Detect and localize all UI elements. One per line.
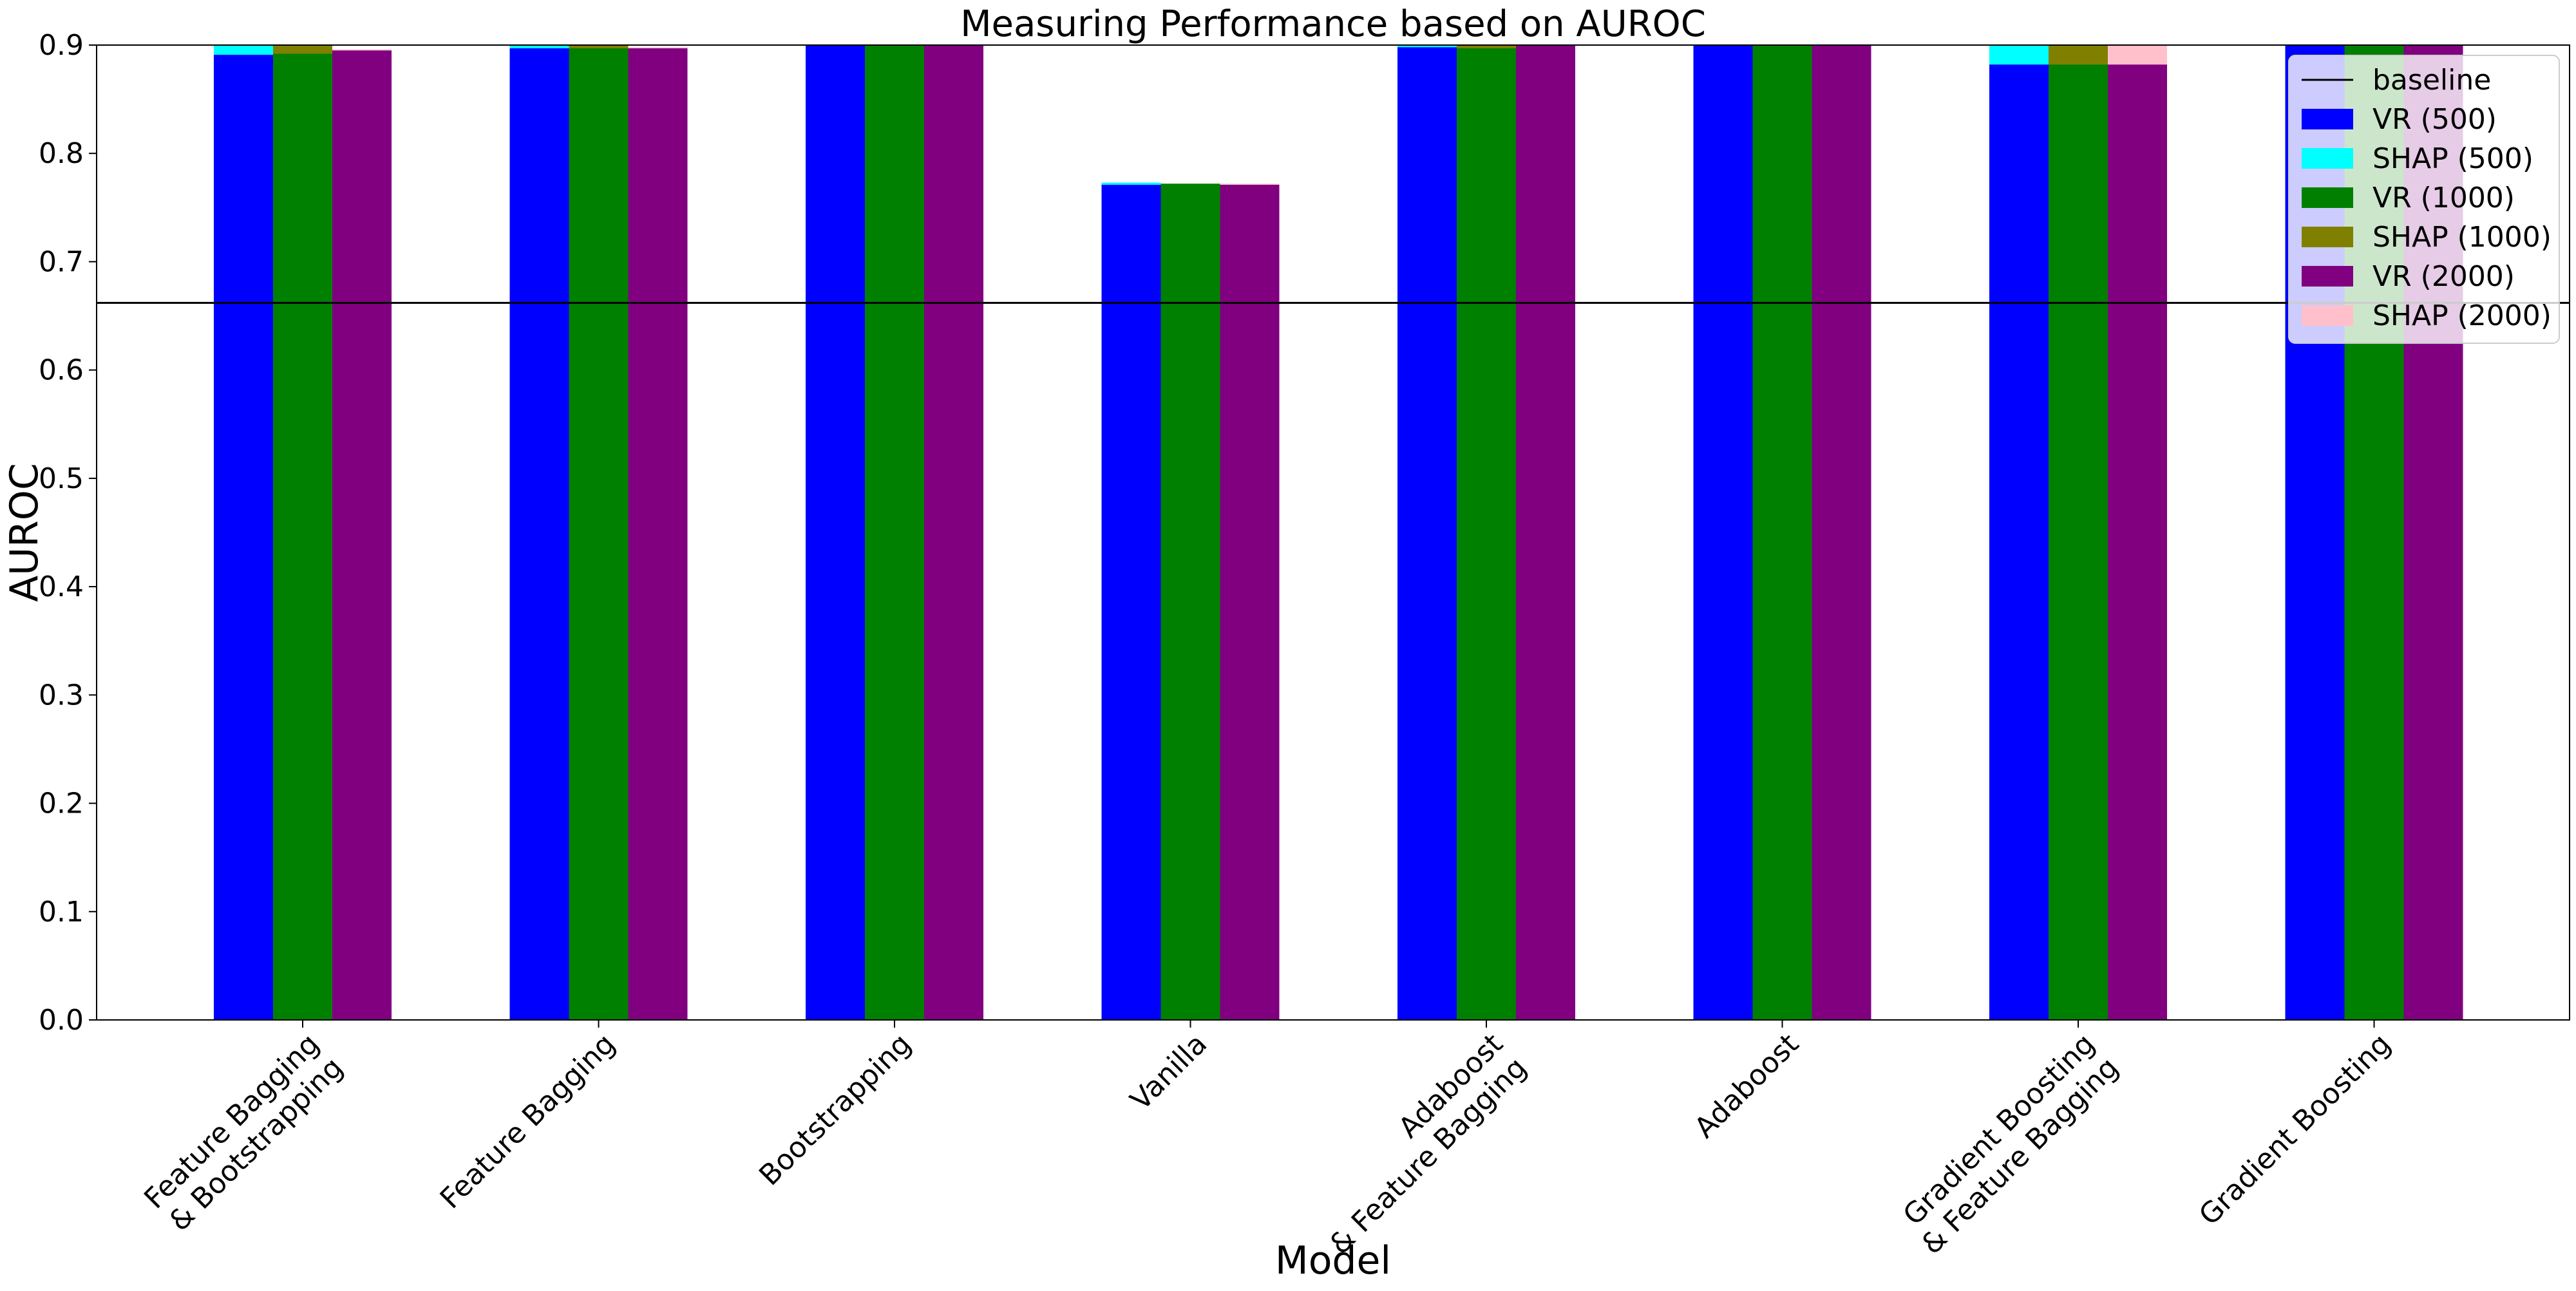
legend: baseline VR (500) SHAP (500) VR (1000) SHAP … (2288, 55, 2560, 344)
x-tick-label: Gradient Boosting& Feature Bagging (1891, 1028, 2125, 1261)
x-tick-label-line: Gradient Boosting (1897, 1028, 2101, 1232)
legend-swatch (2302, 109, 2353, 129)
bar-vr-500 (1989, 64, 2049, 1020)
y-tick-label: 0.2 (39, 787, 84, 820)
legend-swatch (2302, 148, 2353, 169)
x-tick-label-line: Adaboost (1688, 1028, 1805, 1145)
bars-layer (214, 45, 2463, 1021)
y-tick-label: 0.8 (39, 137, 84, 170)
legend-label: VR (1000) (2372, 182, 2515, 214)
bar-vr-500 (1693, 45, 1753, 1020)
x-tick-label: Gradient Boosting (2193, 1028, 2397, 1232)
x-tick-label-line: Gradient Boosting (2193, 1028, 2397, 1232)
legend-label: baseline (2372, 64, 2491, 97)
x-tick-label-line: Bootstrapping (753, 1028, 918, 1192)
bar-vr-500 (1101, 185, 1161, 1021)
x-tick-label: Feature Bagging (434, 1028, 622, 1216)
legend-swatch (2302, 187, 2353, 208)
bar-vr-2000 (1516, 45, 1575, 1020)
legend-label: VR (2000) (2372, 260, 2515, 293)
bar-vr-2000 (1812, 45, 1871, 1020)
legend-swatch (2302, 266, 2353, 287)
x-tick-label-line: & Feature Bagging (1323, 1051, 1533, 1261)
bar-vr-1000 (1457, 48, 1516, 1021)
bar-vr-1000 (865, 45, 924, 1020)
bar-vr-1000 (1752, 45, 1812, 1020)
legend-box (2288, 55, 2560, 344)
bar-vr-1000 (569, 48, 629, 1021)
x-tick-label: Vanilla (1124, 1028, 1214, 1117)
bar-vr-1000 (273, 53, 332, 1021)
y-axis-label: AUROC (2, 463, 47, 602)
bar-vr-500 (509, 48, 569, 1021)
y-axis: 0.0 0.1 0.2 0.3 0.4 0.5 0.6 0.7 0.8 0.9 (39, 29, 97, 1037)
legend-swatch (2302, 227, 2353, 247)
y-tick-label: 0.7 (39, 245, 84, 278)
bar-vr-1000 (2049, 64, 2108, 1020)
y-tick-label: 0.4 (39, 570, 84, 603)
x-tick-label-line: & Feature Bagging (1915, 1051, 2125, 1261)
bar-vr-2000 (628, 48, 688, 1021)
bar-vr-500 (806, 45, 865, 1020)
legend-label: VR (500) (2372, 103, 2497, 136)
x-tick-label: Adaboost& Feature Bagging (1300, 1028, 1533, 1261)
bar-vr-2000 (1220, 185, 1280, 1021)
legend-label: SHAP (500) (2372, 142, 2533, 175)
legend-swatch (2302, 305, 2353, 326)
plot-frame (96, 44, 2570, 1021)
bar-vr-1000 (1160, 184, 1220, 1020)
x-tick-label: Bootstrapping (753, 1028, 918, 1192)
x-tick-label: Adaboost (1688, 1028, 1805, 1145)
legend-label: SHAP (2000) (2372, 299, 2552, 332)
x-axis-label: Model (1275, 1238, 1391, 1283)
legend-label: SHAP (1000) (2372, 221, 2552, 254)
x-tick-label: Feature Bagging& Bootstrapping (138, 1028, 349, 1239)
y-tick-label: 0.5 (39, 462, 84, 495)
bar-vr-2000 (924, 45, 983, 1020)
bar-vr-2000 (332, 50, 392, 1020)
y-tick-label: 0.6 (39, 354, 84, 387)
bar-vr-500 (1397, 47, 1457, 1020)
x-axis: Feature Bagging& Bootstrapping Feature Ba… (138, 1020, 2397, 1261)
bar-vr-2000 (2108, 64, 2167, 1020)
y-tick-label: 0.9 (39, 29, 84, 62)
chart-title: Measuring Performance based on AUROC (960, 3, 1706, 45)
y-tick-label: 0.1 (39, 896, 84, 928)
y-tick-label: 0.0 (39, 1004, 84, 1037)
x-tick-label-line: Vanilla (1124, 1028, 1214, 1117)
y-tick-label: 0.3 (39, 679, 84, 711)
bar-vr-500 (214, 55, 273, 1020)
x-tick-label-line: Feature Bagging (434, 1028, 622, 1216)
